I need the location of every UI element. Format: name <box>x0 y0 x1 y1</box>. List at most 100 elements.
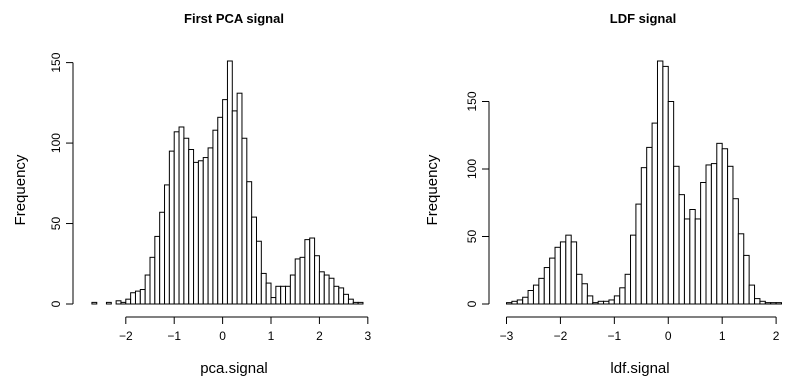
histogram-bar <box>314 255 320 305</box>
histogram-bar <box>543 267 551 305</box>
x-tick-label: 0 <box>219 329 226 343</box>
histogram-bar <box>694 218 702 305</box>
histogram-bar <box>576 273 583 305</box>
histogram-bar <box>309 237 316 305</box>
histogram-bar <box>217 116 224 305</box>
histogram-bar <box>197 160 204 305</box>
x-tick-label: −1 <box>167 329 181 343</box>
histogram-bar <box>130 292 136 305</box>
histogram-bar <box>260 272 267 305</box>
histogram-bar <box>646 146 653 305</box>
histogram-bar <box>352 301 359 305</box>
histogram-bar <box>527 290 534 305</box>
histogram-bar <box>338 287 345 305</box>
histogram-bar <box>619 287 626 305</box>
histogram-bar <box>656 60 664 305</box>
histogram-bar <box>139 289 146 305</box>
histogram-bar <box>748 284 756 305</box>
histogram-bar <box>743 254 750 305</box>
histogram-bar <box>673 165 680 305</box>
histogram-bar <box>134 290 141 305</box>
histogram-bar <box>149 256 156 305</box>
x-tick-label: −2 <box>554 329 568 343</box>
histogram-bar <box>125 298 132 305</box>
histogram-bar <box>516 299 524 305</box>
y-axis: 0 50 100 150 <box>49 52 74 307</box>
x-axis: −3 −2 −1 0 1 2 <box>500 316 780 343</box>
histogram-bar <box>759 300 766 305</box>
x-tick-label: −3 <box>500 329 514 343</box>
x-tick-label: 0 <box>665 329 672 343</box>
histogram-bar <box>532 284 540 305</box>
histogram-bar <box>212 129 219 305</box>
histogram-bar <box>511 300 518 305</box>
y-tick-label: 100 <box>49 133 63 153</box>
histogram-bar <box>236 92 243 305</box>
histogram-bar <box>168 150 175 305</box>
histogram-bar <box>603 300 610 305</box>
histogram-bar <box>559 241 567 305</box>
histogram-bar <box>323 274 330 305</box>
histogram-bar <box>554 246 561 305</box>
y-tick-label: 50 <box>49 217 63 231</box>
x-axis-label: pca.signal <box>200 360 268 377</box>
histogram-bar <box>265 282 272 305</box>
histogram-bar <box>705 164 712 305</box>
x-tick-label: 1 <box>719 329 726 343</box>
histogram-bar <box>222 99 228 305</box>
histogram-bar <box>304 239 311 305</box>
histogram-bar <box>202 157 209 305</box>
y-tick-label: 50 <box>465 230 479 244</box>
histogram-bar <box>727 165 734 305</box>
histogram-bar <box>357 301 364 305</box>
histogram-bar <box>624 273 632 305</box>
histogram-bar <box>115 300 122 305</box>
histogram-bar <box>270 297 277 305</box>
histogram-bar <box>565 234 572 305</box>
histogram-bar <box>700 182 707 305</box>
histogram-bar <box>207 147 214 305</box>
histogram-bar <box>716 142 723 305</box>
histogram-bar <box>154 235 161 305</box>
histogram-bar <box>721 148 729 305</box>
histogram-bar <box>289 274 296 305</box>
histogram-bar <box>285 285 291 305</box>
x-axis: −2 −1 0 1 2 3 <box>119 316 371 343</box>
histogram-bar <box>538 277 545 305</box>
histogram-bar <box>732 198 739 305</box>
histogram-bar <box>294 258 301 305</box>
histogram-bar <box>246 181 253 305</box>
chart-title: LDF signal <box>610 11 676 26</box>
histogram-bar <box>608 299 615 305</box>
histogram-bar <box>613 295 621 305</box>
histogram-bar <box>522 296 529 305</box>
histogram-bar <box>231 110 238 305</box>
histogram-bar <box>710 163 718 305</box>
histogram-bar <box>667 101 675 305</box>
histogram-bar <box>188 149 195 305</box>
histogram-bar <box>183 137 190 305</box>
histogram-bar <box>581 283 588 305</box>
histogram-bar <box>770 302 777 305</box>
y-tick-label: 150 <box>49 52 63 72</box>
bars <box>506 60 782 305</box>
y-axis-label: Frequency <box>12 154 29 225</box>
histogram-bar <box>570 241 578 305</box>
histogram-bar <box>173 131 180 305</box>
histogram-bar <box>299 256 306 305</box>
histogram-bar <box>549 257 556 305</box>
histogram-bar <box>328 277 335 305</box>
histogram-bar <box>651 122 658 305</box>
x-tick-label: 3 <box>364 329 371 343</box>
histogram-bar <box>193 161 199 305</box>
y-axis: 0 50 100 150 <box>465 91 490 307</box>
histogram-bar <box>737 233 745 305</box>
y-tick-label: 150 <box>465 91 479 111</box>
histogram-bar <box>144 274 151 305</box>
histogram-bar <box>318 271 325 305</box>
histogram-bar <box>506 302 513 305</box>
histogram-bar <box>105 301 112 305</box>
x-tick-label: −2 <box>119 329 133 343</box>
